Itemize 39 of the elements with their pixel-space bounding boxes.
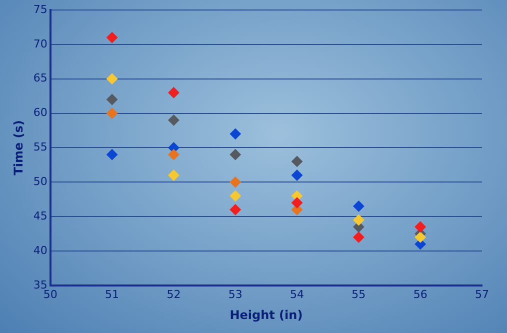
- x-tick-label: 56: [413, 288, 428, 301]
- point: [414, 221, 426, 232]
- point: [106, 149, 118, 160]
- point: [230, 176, 241, 188]
- point: [230, 149, 241, 160]
- point: [353, 200, 364, 212]
- point: [106, 73, 118, 84]
- x-axis-title: Height (in): [230, 308, 303, 322]
- y-tick-label: 50: [33, 174, 48, 188]
- x-tick-label: 57: [475, 288, 489, 301]
- x-tick-label: 51: [105, 288, 120, 301]
- point: [106, 94, 118, 106]
- point: [353, 232, 364, 243]
- y-tick-label: 65: [33, 72, 48, 85]
- y-tick-label: 75: [33, 2, 48, 16]
- point: [230, 128, 241, 140]
- point: [353, 214, 364, 226]
- y-tick-label: 55: [33, 140, 48, 154]
- x-tick-label: 53: [228, 288, 242, 301]
- x-tick-label: 52: [166, 288, 181, 301]
- point: [292, 170, 303, 181]
- y-axis-title: Time (s): [11, 120, 26, 176]
- point: [168, 87, 180, 98]
- y-tick-label: 70: [33, 37, 48, 50]
- y-tick-label: 40: [33, 244, 48, 257]
- point: [230, 190, 241, 202]
- point: [106, 108, 118, 119]
- y-tick-label: 45: [33, 209, 48, 222]
- x-tick-label: 54: [290, 288, 304, 301]
- point: [292, 156, 303, 167]
- point: [292, 197, 303, 208]
- point: [168, 170, 180, 181]
- point: [168, 149, 180, 160]
- x-tick-label: 55: [352, 288, 366, 301]
- point: [230, 204, 241, 216]
- point: [168, 114, 180, 126]
- point: [414, 232, 426, 243]
- y-tick-label: 60: [33, 106, 48, 120]
- point: [106, 32, 118, 44]
